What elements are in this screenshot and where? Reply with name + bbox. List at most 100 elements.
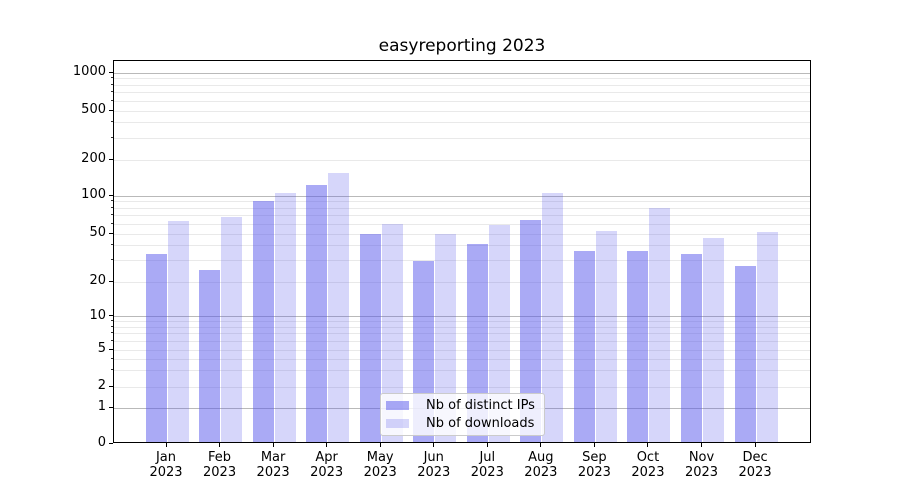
bar-distinct-ips-nov bbox=[681, 253, 702, 442]
y-minor-tick-mark bbox=[111, 99, 113, 101]
bar-distinct-ips-may bbox=[359, 234, 381, 442]
gridline-minor bbox=[114, 215, 810, 217]
x-tick-label: Apr 2023 bbox=[310, 450, 344, 480]
x-tick-mark bbox=[486, 443, 488, 447]
y-tick-mark bbox=[109, 194, 113, 196]
chart-title: easyreporting 2023 bbox=[378, 36, 546, 56]
y-minor-tick-mark bbox=[111, 339, 113, 341]
x-tick-mark bbox=[540, 443, 542, 447]
gridline-minor bbox=[114, 340, 810, 342]
legend-swatch-distinct-ips bbox=[386, 401, 409, 410]
legend-item-distinct-ips: Nb of distinct IPs bbox=[386, 398, 544, 413]
y-minor-tick-mark bbox=[111, 214, 113, 216]
gridline-minor bbox=[114, 349, 810, 351]
x-tick-mark bbox=[754, 443, 756, 447]
x-tick-label: Mar 2023 bbox=[256, 450, 290, 480]
y-tick-mark bbox=[109, 280, 113, 282]
gridline-minor bbox=[114, 137, 810, 139]
x-tick-mark bbox=[593, 443, 595, 447]
y-minor-tick-mark bbox=[111, 320, 113, 322]
gridline-minor bbox=[114, 233, 810, 235]
x-tick-label: Sep 2023 bbox=[577, 450, 611, 480]
gridline-minor bbox=[114, 92, 810, 94]
y-tick-label: 2 bbox=[97, 378, 106, 393]
y-tick-label: 10 bbox=[89, 307, 106, 323]
x-tick-mark bbox=[272, 443, 274, 447]
x-tick-mark bbox=[701, 443, 702, 447]
y-tick-mark bbox=[109, 158, 113, 160]
gridline-minor bbox=[114, 84, 810, 86]
y-minor-tick-mark bbox=[111, 136, 113, 138]
x-tick-mark bbox=[165, 443, 167, 447]
bar-distinct-ips-dec bbox=[734, 266, 756, 442]
y-tick-label: 1 bbox=[97, 399, 106, 414]
legend-item-downloads: Nb of downloads bbox=[386, 416, 544, 431]
x-tick-label: Feb 2023 bbox=[203, 450, 237, 480]
y-minor-tick-mark bbox=[111, 200, 113, 202]
y-minor-tick-mark bbox=[111, 83, 113, 85]
gridline-minor bbox=[114, 207, 810, 209]
y-minor-tick-mark bbox=[111, 332, 113, 334]
gridline-minor bbox=[114, 321, 810, 323]
y-tick-mark bbox=[109, 315, 113, 316]
x-tick-mark bbox=[219, 443, 221, 447]
bar-distinct-ips-jul bbox=[466, 243, 488, 442]
bar-downloads-jul bbox=[488, 224, 510, 442]
gridline-minor bbox=[114, 110, 810, 112]
y-tick-mark bbox=[109, 71, 113, 73]
bar-distinct-ips-apr bbox=[306, 184, 328, 442]
x-tick-label: Jul 2023 bbox=[470, 450, 504, 480]
x-tick-label: Nov 2023 bbox=[684, 450, 719, 480]
gridline-minor bbox=[114, 100, 810, 102]
gridline-major bbox=[114, 316, 810, 317]
bar-distinct-ips-aug bbox=[520, 220, 542, 442]
x-tick-mark bbox=[326, 443, 328, 447]
x-tick-label: Jun 2023 bbox=[417, 450, 451, 480]
gridline-major bbox=[114, 72, 810, 74]
gridline-minor bbox=[114, 370, 810, 372]
y-minor-tick-mark bbox=[111, 121, 113, 123]
y-minor-tick-mark bbox=[111, 325, 113, 327]
gridline-minor bbox=[114, 78, 810, 80]
y-tick-label: 20 bbox=[89, 273, 106, 288]
y-minor-tick-mark bbox=[111, 369, 113, 371]
y-minor-tick-mark bbox=[111, 91, 113, 93]
y-tick-label: 100 bbox=[81, 187, 106, 202]
bar-downloads-aug bbox=[542, 192, 564, 442]
y-minor-tick-mark bbox=[111, 206, 113, 208]
gridline-minor bbox=[114, 245, 810, 247]
y-tick-label: 200 bbox=[81, 151, 106, 166]
x-tick-mark bbox=[647, 443, 649, 447]
gridline-minor bbox=[114, 281, 810, 283]
gridline-minor bbox=[114, 223, 810, 225]
x-tick-label: Aug 2023 bbox=[524, 450, 558, 480]
bar-downloads-mar bbox=[274, 192, 296, 442]
gridline-minor bbox=[114, 201, 810, 203]
bar-distinct-ips-jan bbox=[145, 253, 167, 442]
bar-distinct-ips-mar bbox=[252, 201, 274, 442]
y-minor-tick-mark bbox=[111, 357, 113, 359]
y-minor-tick-mark bbox=[111, 77, 113, 79]
gridline-minor bbox=[114, 159, 810, 161]
gridline-minor bbox=[114, 122, 810, 124]
bar-distinct-ips-feb bbox=[199, 270, 221, 442]
x-tick-label: Dec 2023 bbox=[738, 450, 772, 480]
plot-area bbox=[113, 60, 811, 443]
gridline-minor bbox=[114, 386, 810, 388]
bar-downloads-sep bbox=[595, 230, 617, 442]
y-minor-tick-mark bbox=[111, 222, 113, 224]
legend-swatch-downloads bbox=[386, 419, 409, 428]
y-minor-tick-mark bbox=[111, 259, 113, 261]
legend-label-downloads: Nb of downloads bbox=[426, 416, 535, 431]
gridline-minor bbox=[114, 333, 810, 335]
x-tick-label: Oct 2023 bbox=[631, 450, 665, 480]
gridline-minor bbox=[114, 358, 810, 360]
bar-downloads-dec bbox=[756, 232, 778, 442]
y-minor-tick-mark bbox=[111, 244, 113, 246]
y-tick-mark bbox=[109, 109, 113, 111]
y-tick-label: 0 bbox=[97, 435, 106, 450]
x-tick-label: May 2023 bbox=[363, 450, 397, 480]
bar-distinct-ips-sep bbox=[573, 250, 595, 442]
bar-downloads-jun bbox=[435, 234, 457, 442]
x-tick-label: Jan 2023 bbox=[149, 450, 183, 480]
